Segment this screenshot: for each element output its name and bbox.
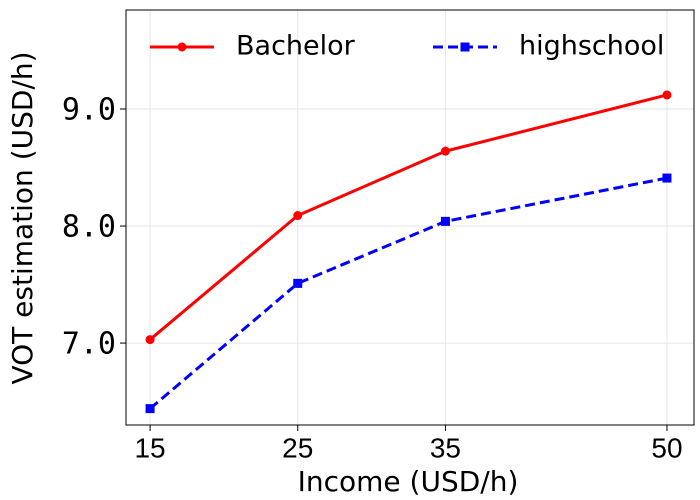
y-tick-label: 8.0: [62, 210, 116, 245]
x-tick-label: 25: [282, 432, 313, 463]
data-point: [293, 211, 303, 221]
x-axis-label: Income (USD/h): [298, 465, 519, 498]
data-point: [662, 90, 672, 100]
y-tick-label: 7.0: [62, 327, 116, 362]
y-axis-label: VOT estimation (USD/h): [6, 51, 39, 384]
data-point: [293, 278, 303, 288]
y-tick-label: 9.0: [62, 93, 116, 128]
data-point: [440, 216, 450, 226]
data-point: [145, 335, 155, 345]
data-point: [662, 173, 672, 183]
plot-frame: [125, 9, 695, 426]
series-line: [149, 93, 668, 341]
legend-label: Bachelor: [236, 31, 356, 62]
series-line: [149, 176, 668, 410]
x-tick-label: 35: [430, 432, 461, 463]
data-point: [145, 404, 155, 414]
legend-marker: [177, 42, 187, 52]
legend-marker: [460, 42, 470, 52]
data-point: [440, 146, 450, 156]
x-tick-label: 50: [651, 432, 682, 463]
x-tick-label: 15: [134, 432, 165, 463]
legend-label: highschool: [519, 31, 664, 62]
